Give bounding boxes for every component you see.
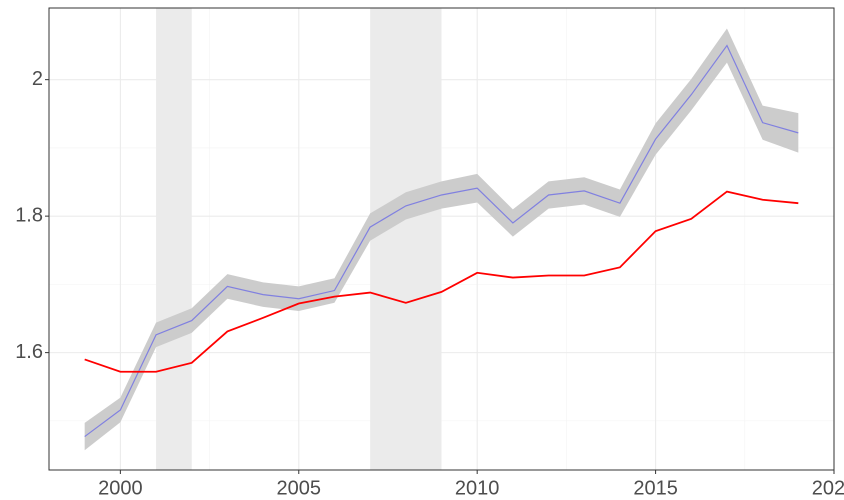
x-tick-label: 2015	[633, 477, 678, 499]
series-line	[84, 190, 799, 373]
x-tick-label: 2000	[98, 477, 143, 499]
shaded-range	[370, 8, 442, 470]
shaded-range	[156, 8, 192, 470]
y-tick-label: 1.8	[15, 204, 43, 226]
plot-border	[48, 7, 835, 471]
y-tick-label: 2	[32, 68, 43, 90]
x-tick-label: 2005	[277, 477, 322, 499]
x-tick-label: 2020	[812, 477, 844, 499]
x-tick-label: 2010	[455, 477, 500, 499]
y-tick-label: 1.6	[15, 341, 43, 363]
series-line	[84, 44, 799, 438]
